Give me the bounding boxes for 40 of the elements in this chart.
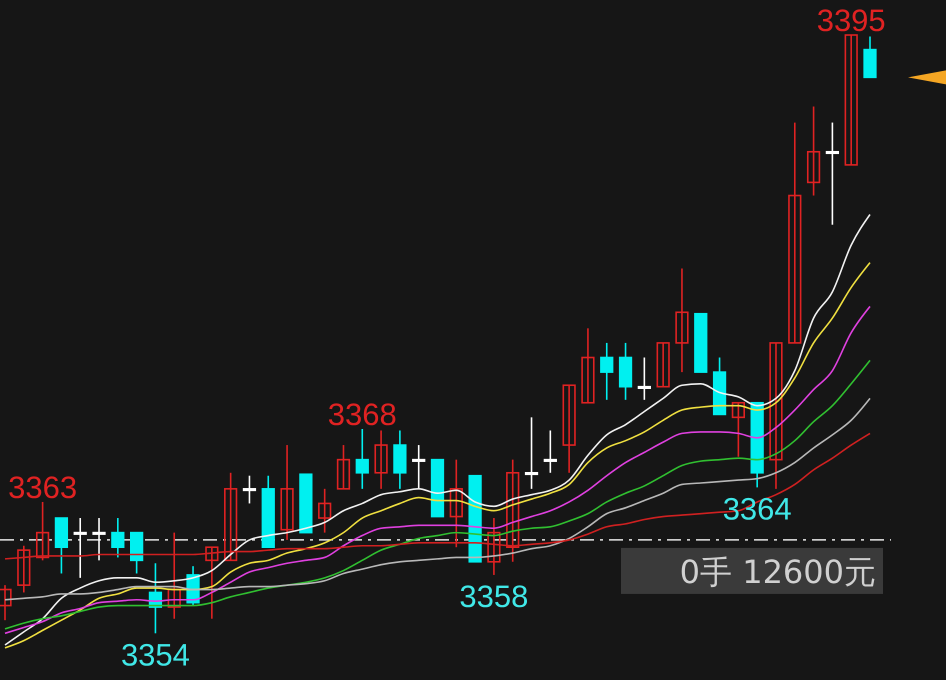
annotation: 3363 — [8, 470, 78, 505]
candlestick — [318, 488, 332, 534]
candlestick — [675, 268, 689, 373]
annotation: 3354 — [120, 637, 190, 672]
candlestick — [524, 416, 538, 490]
annotation: 3368 — [328, 397, 397, 432]
annotation: 3395 — [816, 3, 886, 38]
candlestick — [826, 122, 840, 226]
candlestick — [581, 328, 595, 404]
candlestick — [806, 106, 820, 196]
candlestick — [638, 356, 651, 401]
candlestick — [788, 122, 802, 344]
candlestick — [0, 584, 12, 621]
candlestick — [205, 546, 218, 620]
candlestick — [74, 517, 87, 579]
candlestick — [544, 430, 557, 474]
candlestick — [562, 384, 576, 474]
candlestick — [656, 342, 670, 388]
candlestick — [374, 430, 388, 490]
candlestick — [242, 474, 256, 504]
candlestick — [168, 532, 181, 620]
candlestick — [280, 444, 294, 541]
candlestick — [506, 458, 520, 563]
candlestick — [17, 544, 30, 594]
candlestick — [600, 342, 614, 401]
candlestick — [450, 458, 463, 548]
candlestick — [844, 34, 858, 166]
candlestick — [356, 428, 369, 490]
candlestick — [732, 402, 745, 458]
candlestick — [36, 501, 50, 562]
ref-line-label: 0手 12600元 — [680, 552, 876, 591]
candlestick — [769, 342, 783, 490]
candlestick — [487, 517, 501, 576]
candlestick — [336, 444, 350, 490]
candlestick — [92, 517, 106, 562]
annotation: 3364 — [722, 491, 792, 526]
candlestick — [224, 472, 238, 562]
candlestick — [412, 444, 426, 490]
annotation: 3358 — [459, 578, 528, 614]
candlestick — [111, 517, 124, 558]
